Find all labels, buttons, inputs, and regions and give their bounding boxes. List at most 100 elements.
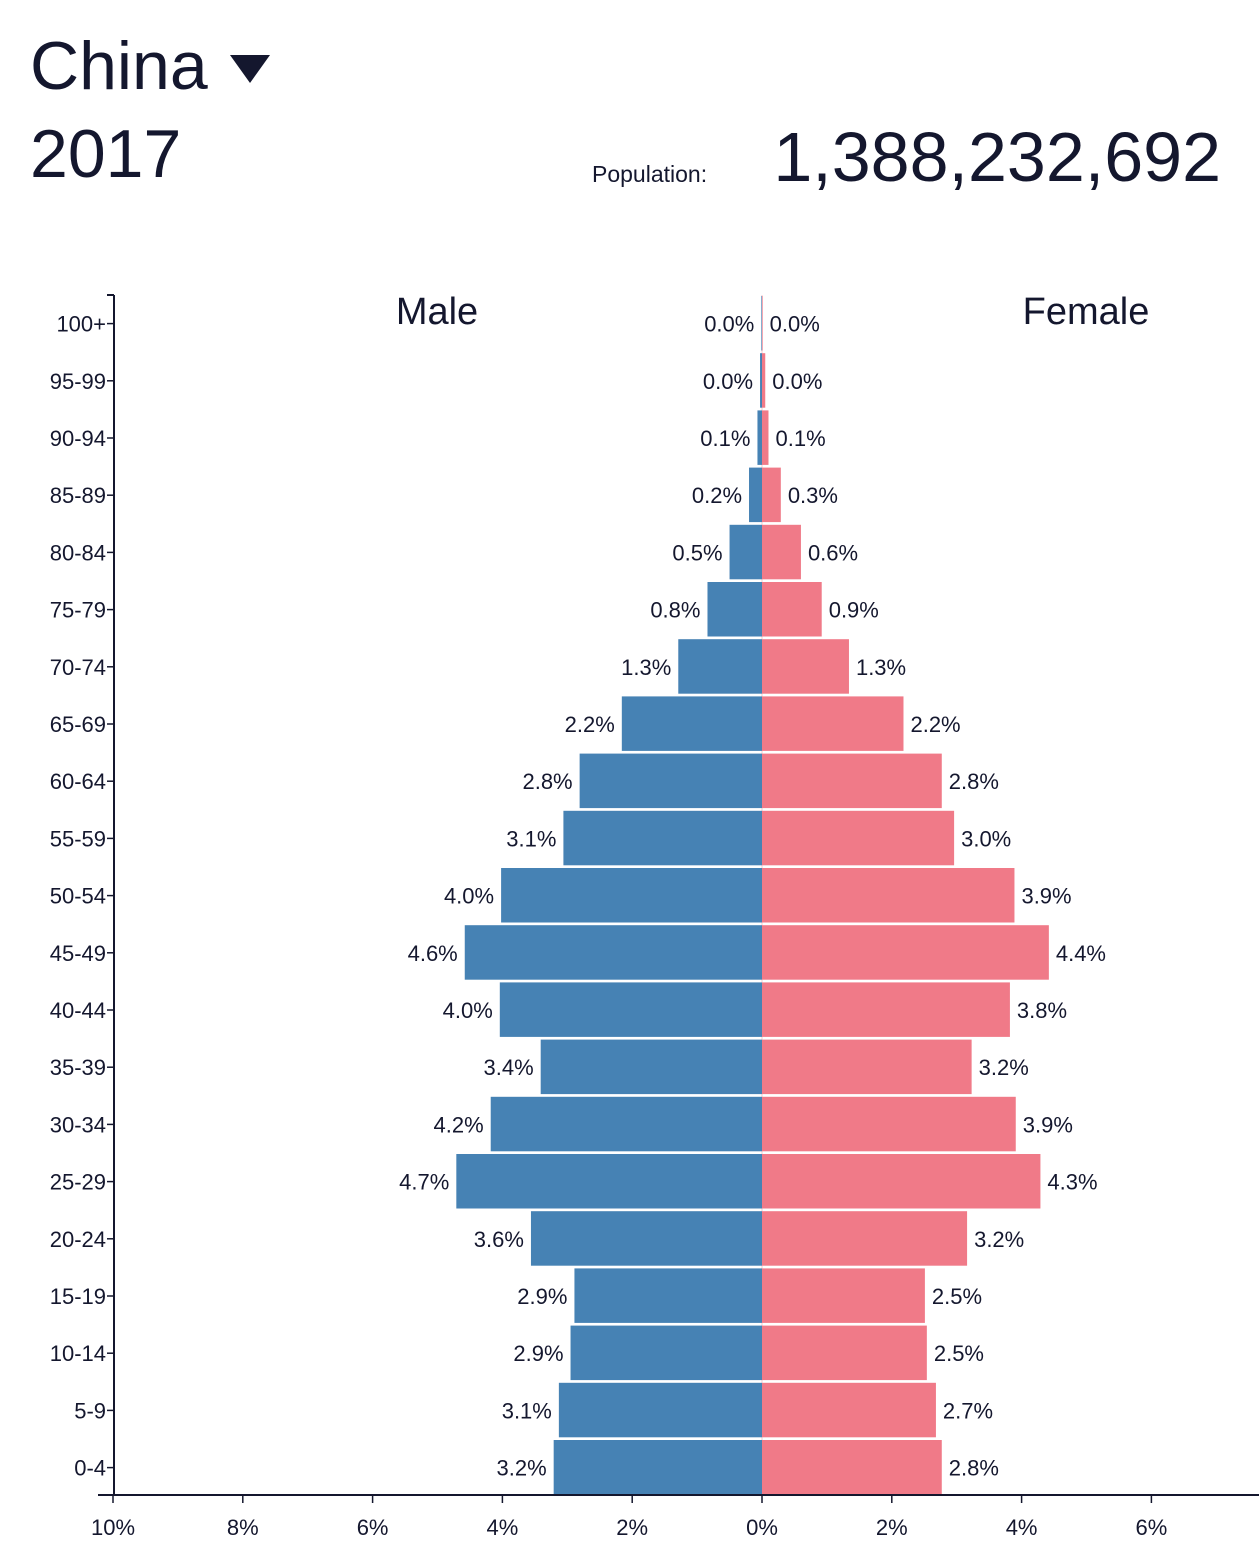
- male-bar-50-54: [501, 868, 762, 923]
- female-value-label: 2.2%: [910, 712, 960, 737]
- male-bar-15-19: [574, 1268, 762, 1323]
- x-tick-label: 4%: [487, 1515, 519, 1540]
- x-tick-label: 8%: [227, 1515, 259, 1540]
- female-bar-25-29: [762, 1154, 1041, 1209]
- age-group-label: 55-59: [50, 826, 106, 851]
- male-value-label: 0.0%: [703, 369, 753, 394]
- female-bar-5-9: [762, 1382, 936, 1438]
- male-value-label: 3.1%: [502, 1398, 552, 1423]
- age-group-label: 40-44: [50, 998, 106, 1023]
- age-group-label: 50-54: [50, 884, 106, 909]
- age-group-label: 75-79: [50, 598, 106, 623]
- female-value-label: 3.2%: [974, 1227, 1024, 1252]
- female-value-label: 0.1%: [775, 426, 825, 451]
- female-bar-20-24: [762, 1211, 968, 1266]
- male-value-label: 0.5%: [672, 540, 722, 565]
- female-bar-55-59: [762, 810, 955, 866]
- male-value-label: 0.1%: [700, 426, 750, 451]
- female-value-label: 3.9%: [1023, 1112, 1073, 1137]
- male-bar-20-24: [530, 1211, 762, 1266]
- male-value-label: 3.2%: [497, 1456, 547, 1481]
- male-value-label: 0.0%: [704, 312, 754, 337]
- male-bar-30-34: [490, 1096, 762, 1152]
- male-value-label: 3.6%: [474, 1227, 524, 1252]
- female-bar-70-74: [762, 639, 849, 694]
- female-value-label: 2.8%: [949, 769, 999, 794]
- female-value-label: 0.3%: [788, 483, 838, 508]
- male-value-label: 4.2%: [434, 1112, 484, 1137]
- male-bar-0-4: [553, 1440, 762, 1495]
- x-tick-label: 6%: [357, 1515, 389, 1540]
- female-value-label: 3.9%: [1021, 884, 1071, 909]
- female-bar-65-69: [762, 696, 904, 751]
- age-group-label: 20-24: [50, 1227, 106, 1252]
- female-value-label: 0.0%: [772, 369, 822, 394]
- population-label: Population:: [592, 161, 708, 187]
- x-tick-label: 2%: [876, 1515, 908, 1540]
- x-tick-label: 4%: [1006, 1515, 1038, 1540]
- female-bar-10-14: [762, 1325, 927, 1381]
- age-group-label: 65-69: [50, 712, 106, 737]
- female-value-label: 3.0%: [961, 826, 1011, 851]
- male-value-label: 2.9%: [517, 1284, 567, 1309]
- male-bar-45-49: [464, 925, 762, 980]
- male-bar-100+: [761, 296, 762, 351]
- male-value-label: 4.6%: [408, 941, 458, 966]
- male-bar-65-69: [621, 696, 762, 751]
- male-bar-75-79: [707, 582, 762, 637]
- female-value-label: 2.5%: [934, 1341, 984, 1366]
- female-bar-60-64: [762, 753, 942, 809]
- female-value-label: 2.5%: [932, 1284, 982, 1309]
- male-value-label: 2.9%: [513, 1341, 563, 1366]
- x-tick-label: 10%: [91, 1515, 135, 1540]
- male-bar-95-99: [760, 353, 762, 408]
- female-series-title: Female: [1023, 291, 1150, 333]
- female-value-label: 1.3%: [856, 655, 906, 680]
- country-selector[interactable]: China: [30, 32, 270, 100]
- female-value-label: 3.2%: [979, 1055, 1029, 1080]
- age-group-label: 70-74: [50, 655, 106, 680]
- age-group-label: 80-84: [50, 540, 106, 565]
- age-group-label: 10-14: [50, 1341, 106, 1366]
- age-group-label: 90-94: [50, 426, 106, 451]
- male-value-label: 0.2%: [692, 483, 742, 508]
- female-bar-80-84: [762, 524, 801, 580]
- male-bar-85-89: [749, 467, 762, 523]
- age-group-label: 45-49: [50, 941, 106, 966]
- male-value-label: 4.0%: [444, 884, 494, 909]
- male-value-label: 2.2%: [565, 712, 615, 737]
- female-bar-0-4: [762, 1440, 942, 1495]
- male-bar-60-64: [579, 753, 762, 809]
- male-bar-35-39: [540, 1039, 762, 1095]
- male-value-label: 1.3%: [621, 655, 671, 680]
- caret-down-icon[interactable]: [229, 55, 270, 83]
- age-group-label: 30-34: [50, 1112, 106, 1137]
- male-bar-90-94: [757, 410, 762, 465]
- female-value-label: 0.0%: [770, 312, 820, 337]
- male-bar-25-29: [456, 1154, 762, 1209]
- female-value-label: 0.9%: [829, 598, 879, 623]
- male-bar-70-74: [678, 639, 762, 694]
- age-group-label: 5-9: [74, 1398, 106, 1423]
- female-bar-35-39: [762, 1039, 972, 1095]
- country-name[interactable]: China: [30, 28, 208, 104]
- female-bar-15-19: [762, 1268, 925, 1323]
- age-group-label: 85-89: [50, 483, 106, 508]
- age-group-label: 95-99: [50, 369, 106, 394]
- male-value-label: 2.8%: [522, 769, 572, 794]
- female-bar-95-99: [762, 353, 766, 408]
- male-value-label: 3.1%: [506, 826, 556, 851]
- population-value: 1,388,232,692: [773, 118, 1221, 196]
- x-tick-label: 2%: [616, 1515, 648, 1540]
- female-bar-45-49: [762, 925, 1049, 980]
- female-bar-40-44: [762, 982, 1010, 1037]
- male-value-label: 4.0%: [443, 998, 493, 1023]
- female-value-label: 0.6%: [808, 540, 858, 565]
- male-bar-5-9: [558, 1382, 762, 1438]
- male-value-label: 3.4%: [484, 1055, 534, 1080]
- male-bar-80-84: [729, 524, 762, 580]
- male-value-label: 4.7%: [399, 1170, 449, 1195]
- male-bar-40-44: [499, 982, 762, 1037]
- male-value-label: 0.8%: [650, 598, 700, 623]
